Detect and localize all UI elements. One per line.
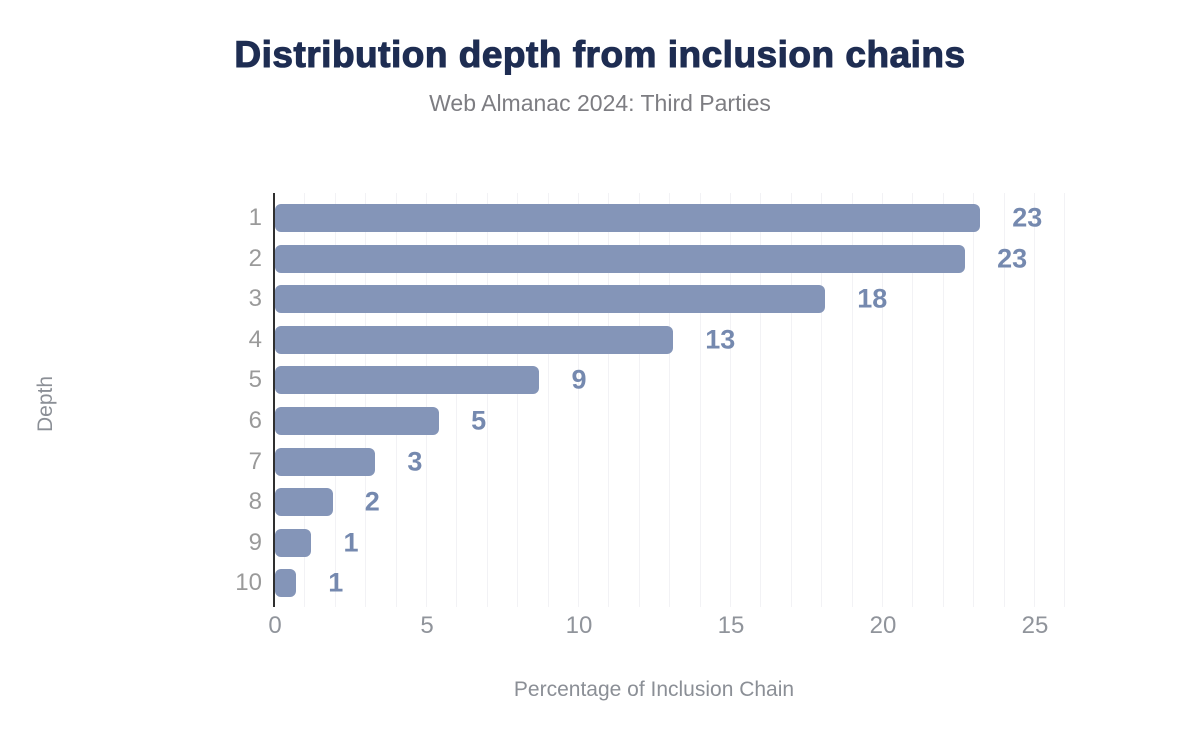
- gridline: [699, 193, 701, 607]
- x-tick-label: 5: [420, 612, 434, 639]
- bar-value-label: 2: [364, 486, 380, 517]
- bar-value-label: 23: [1012, 202, 1043, 233]
- y-tick-label: 5: [248, 366, 262, 394]
- x-tick-label: 25: [1021, 612, 1049, 639]
- y-tick-label: 8: [248, 488, 262, 516]
- bar-value-label: 18: [857, 283, 888, 314]
- bar[interactable]: [275, 528, 312, 557]
- y-tick-label: 6: [248, 407, 262, 434]
- bar[interactable]: [275, 325, 674, 354]
- y-tick-label: 7: [248, 447, 262, 475]
- gridline: [912, 193, 914, 607]
- chart-subtitle: Web Almanac 2024: Third Parties: [429, 90, 771, 116]
- x-tick-label: 15: [717, 612, 745, 639]
- gridline: [851, 193, 853, 607]
- gridline: [547, 193, 549, 607]
- y-tick-label: 4: [248, 325, 262, 353]
- bar[interactable]: [275, 244, 966, 273]
- y-tick-label: 9: [248, 528, 262, 556]
- gridline: [1034, 193, 1035, 607]
- gridline: [790, 193, 792, 607]
- gridline: [730, 193, 731, 607]
- gridline: [304, 193, 306, 607]
- y-tick-label: 2: [248, 244, 262, 272]
- gridline: [882, 193, 883, 607]
- gridline: [486, 193, 488, 607]
- gridline: [638, 193, 640, 607]
- bar-value-label: 9: [571, 364, 587, 395]
- bar[interactable]: [275, 366, 540, 395]
- gridline: [426, 193, 427, 607]
- gridline: [821, 193, 823, 607]
- x-tick-label: 20: [869, 612, 897, 639]
- y-axis-title: Depth: [34, 375, 57, 433]
- bar[interactable]: [275, 285, 826, 314]
- bar[interactable]: [275, 447, 376, 476]
- gridline: [1064, 193, 1066, 607]
- gridline: [669, 193, 671, 607]
- y-tick-label: 3: [248, 285, 262, 313]
- gridline: [973, 193, 975, 607]
- y-tick-label: 10: [235, 569, 262, 597]
- bar[interactable]: [275, 407, 440, 435]
- bar-value-label: 5: [471, 405, 487, 436]
- bar-value-label: 1: [343, 527, 359, 558]
- plot-area: 1 23 2 23 3 18 4 13 5 9 6 5 7 3 8 2 9 1 10 1 0 5 10 15 20 25: [235, 193, 1066, 639]
- bar-value-label: 13: [705, 324, 736, 355]
- chart-title: Distribution depth from inclusion chains: [234, 33, 966, 75]
- gridline: [365, 193, 367, 607]
- gridline: [578, 193, 579, 607]
- y-tick-label: 1: [248, 204, 262, 231]
- bar-value-label: 23: [997, 243, 1028, 274]
- gridline: [1003, 193, 1005, 607]
- gridline: [608, 193, 610, 607]
- bar-value-label: 1: [328, 567, 344, 598]
- bar[interactable]: [275, 204, 981, 232]
- gridline: [456, 193, 458, 607]
- gridline: [334, 193, 336, 607]
- bar[interactable]: [275, 488, 333, 517]
- x-axis-title: Percentage of Inclusion Chain: [513, 678, 795, 701]
- gridline: [395, 193, 397, 607]
- gridline: [760, 193, 762, 607]
- x-tick-label: 0: [268, 612, 282, 639]
- bar[interactable]: [275, 569, 297, 598]
- gridline: [517, 193, 519, 607]
- x-tick-label: 10: [565, 612, 593, 639]
- gridline: [942, 193, 944, 607]
- bar-value-label: 3: [407, 446, 423, 477]
